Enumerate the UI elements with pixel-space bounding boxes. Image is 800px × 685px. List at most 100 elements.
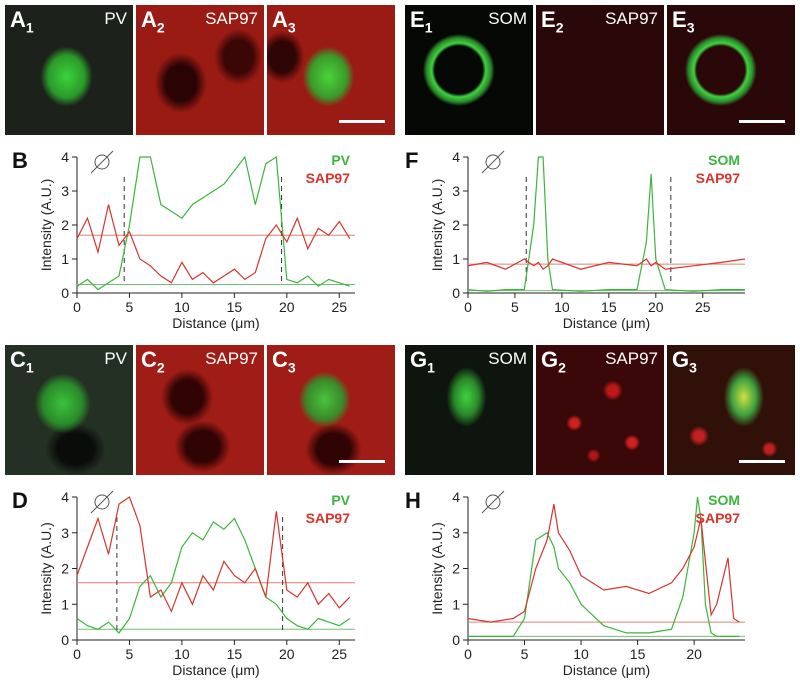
x-tick-label: 0: [73, 646, 81, 662]
series-line: [76, 204, 351, 284]
y-tick-label: 3: [61, 183, 69, 199]
scale-bar: [339, 460, 385, 463]
x-tick-label: 5: [521, 646, 529, 662]
x-tick-label: 5: [511, 299, 519, 315]
panel-label: C3: [272, 347, 296, 376]
x-tick-label: 10: [573, 646, 589, 662]
micrograph: A2 SAP97: [136, 5, 264, 135]
x-tick-label: 10: [174, 299, 190, 315]
y-tick-label: 3: [452, 525, 460, 541]
panel-label: H: [405, 488, 421, 513]
y-tick-label: 1: [452, 251, 460, 267]
micrograph: G1 SOM: [405, 345, 533, 475]
icon: [90, 150, 114, 174]
y-axis-label: Intensity (A.U.): [429, 522, 445, 615]
y-tick-label: 2: [61, 217, 69, 233]
micrograph: C3: [267, 345, 395, 475]
panel-label: C1: [10, 347, 34, 376]
series-line: [468, 496, 740, 637]
panel-label: D: [12, 488, 28, 513]
x-tick-label: 15: [601, 299, 617, 315]
x-tick-label: 5: [126, 646, 134, 662]
y-axis-label: Intensity (A.U.): [38, 522, 54, 615]
micrograph: E3: [667, 5, 795, 135]
series-line: [467, 156, 745, 292]
stain-label: SOM: [488, 9, 527, 28]
legend-entry: PV: [331, 492, 350, 508]
y-tick-label: 0: [61, 632, 69, 648]
x-tick-label: 0: [464, 646, 472, 662]
micrograph: E1 SOM: [405, 5, 533, 135]
x-tick-label: 5: [126, 299, 134, 315]
y-tick-label: 4: [452, 149, 460, 165]
panel-label: G2: [541, 347, 566, 376]
panel-label: A2: [141, 7, 165, 36]
x-tick-label: 20: [648, 299, 664, 315]
scale-bar: [739, 120, 785, 123]
micrograph: A1 PV: [5, 5, 133, 135]
stain-label: SAP97: [205, 9, 258, 28]
y-axis-label: Intensity (A.U.): [38, 179, 54, 272]
legend-entry: SAP97: [696, 170, 741, 186]
x-axis-label: Distance (μm): [172, 662, 259, 678]
icon: [481, 490, 505, 514]
stain-label: PV: [104, 349, 127, 368]
micrograph: C1 PV: [5, 345, 133, 475]
x-axis-label: Distance (μm): [563, 315, 650, 331]
y-tick-label: 0: [61, 285, 69, 301]
legend-entry: SAP97: [306, 510, 351, 526]
y-tick-label: 4: [61, 149, 69, 165]
legend-entry: PV: [331, 152, 350, 168]
y-tick-label: 0: [452, 285, 460, 301]
x-tick-label: 0: [464, 299, 472, 315]
x-tick-label: 20: [686, 646, 702, 662]
y-tick-label: 1: [61, 251, 69, 267]
y-axis-label: Intensity (A.U.): [429, 179, 445, 272]
icon: [94, 154, 110, 170]
series-line: [467, 503, 740, 623]
icon: [481, 150, 505, 174]
series-line: [467, 258, 746, 271]
y-tick-label: 1: [61, 596, 69, 612]
panel-label: F: [405, 148, 418, 173]
stain-label: SAP97: [205, 349, 258, 368]
panel-label: E3: [672, 7, 695, 36]
panel-label: E1: [410, 7, 433, 36]
micrograph: G3: [667, 345, 795, 475]
stain-label: SAP97: [605, 349, 658, 368]
x-axis-label: Distance (μm): [563, 662, 650, 678]
legend-entry: SOM: [708, 492, 740, 508]
x-tick-label: 20: [279, 299, 295, 315]
y-tick-label: 3: [452, 183, 460, 199]
x-tick-label: 15: [227, 299, 243, 315]
series-line: [76, 496, 351, 613]
panel-label: B: [12, 148, 28, 173]
panel-label: A1: [10, 7, 34, 36]
y-tick-label: 4: [452, 489, 460, 505]
x-tick-label: 25: [331, 299, 347, 315]
scale-bar: [339, 120, 385, 123]
scale-bar: [739, 460, 785, 463]
x-tick-label: 10: [174, 646, 190, 662]
icon: [485, 494, 501, 510]
y-tick-label: 2: [452, 217, 460, 233]
y-tick-label: 2: [452, 561, 460, 577]
micrograph: G2 SAP97: [536, 345, 664, 475]
stain-label: SAP97: [605, 9, 658, 28]
x-tick-label: 15: [227, 646, 243, 662]
series-line: [76, 155, 350, 291]
stain-label: SOM: [488, 349, 527, 368]
y-tick-label: 0: [452, 632, 460, 648]
x-axis-label: Distance (μm): [172, 315, 259, 331]
panel-label: E2: [541, 7, 564, 36]
x-tick-label: 0: [73, 299, 81, 315]
x-tick-label: 25: [331, 646, 347, 662]
x-tick-label: 20: [279, 646, 295, 662]
x-tick-label: 15: [630, 646, 646, 662]
panel-label: G3: [672, 347, 697, 376]
y-tick-label: 3: [61, 525, 69, 541]
micrograph: A3: [267, 5, 395, 135]
icon: [94, 494, 110, 510]
legend-entry: SAP97: [306, 170, 351, 186]
